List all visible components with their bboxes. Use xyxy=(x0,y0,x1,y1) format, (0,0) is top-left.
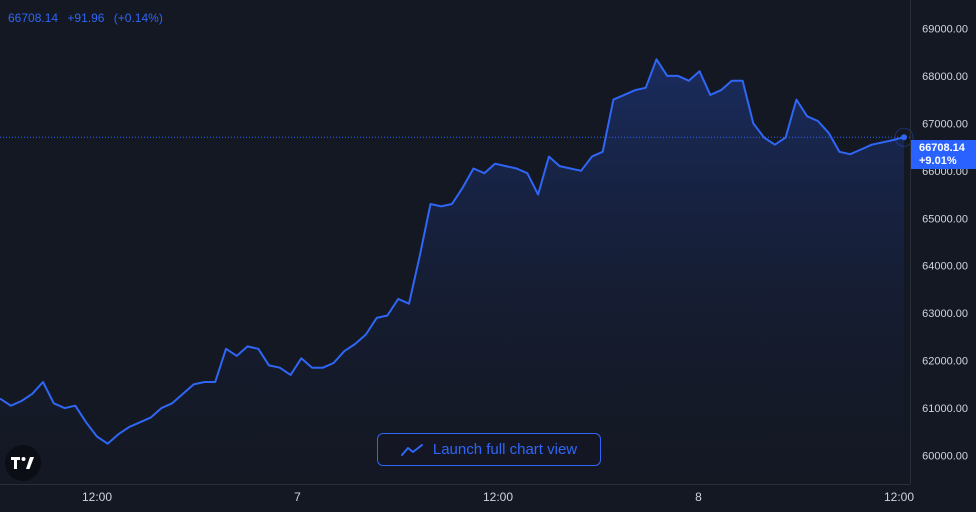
y-tick-label: 65000.00 xyxy=(922,213,968,225)
trend-line-icon xyxy=(400,443,423,456)
y-tick-label: 68000.00 xyxy=(922,71,968,83)
y-tick-label: 69000.00 xyxy=(922,23,968,35)
last-price-marker xyxy=(901,134,907,141)
price-header: 66708.14 +91.96 (+0.14%) xyxy=(8,11,169,25)
header-price: 66708.14 xyxy=(8,11,59,25)
header-change: +91.96 xyxy=(67,11,105,25)
last-price-marker-ring xyxy=(894,127,914,147)
y-tick-label: 67000.00 xyxy=(922,118,968,130)
price-tag-change: +9.01% xyxy=(919,155,957,167)
y-tick-label: 62000.00 xyxy=(922,356,968,368)
last-price-tag: 66708.14 +9.01% xyxy=(911,140,976,169)
launch-button-label: Launch full chart view xyxy=(432,441,578,458)
y-tick-label: 60000.00 xyxy=(922,451,968,463)
header-change-pct: (+0.14%) xyxy=(113,11,163,25)
y-axis: 69000.0068000.0067000.0066000.0065000.00… xyxy=(922,23,968,462)
x-tick-label: 7 xyxy=(294,490,301,504)
tradingview-logo-icon[interactable] xyxy=(5,445,41,481)
launch-full-chart-button[interactable]: Launch full chart view xyxy=(377,433,601,466)
y-tick-label: 63000.00 xyxy=(922,308,968,320)
x-tick-label: 12:00 xyxy=(884,490,914,504)
y-tick-label: 64000.00 xyxy=(922,261,968,273)
price-line xyxy=(0,58,905,445)
x-tick-label: 8 xyxy=(695,490,702,504)
x-tick-label: 12:00 xyxy=(82,490,112,504)
y-tick-label: 61000.00 xyxy=(922,403,968,415)
x-tick-label: 12:00 xyxy=(483,490,513,504)
price-tag-value: 66708.14 xyxy=(919,142,965,154)
price-area-fill xyxy=(0,59,904,485)
